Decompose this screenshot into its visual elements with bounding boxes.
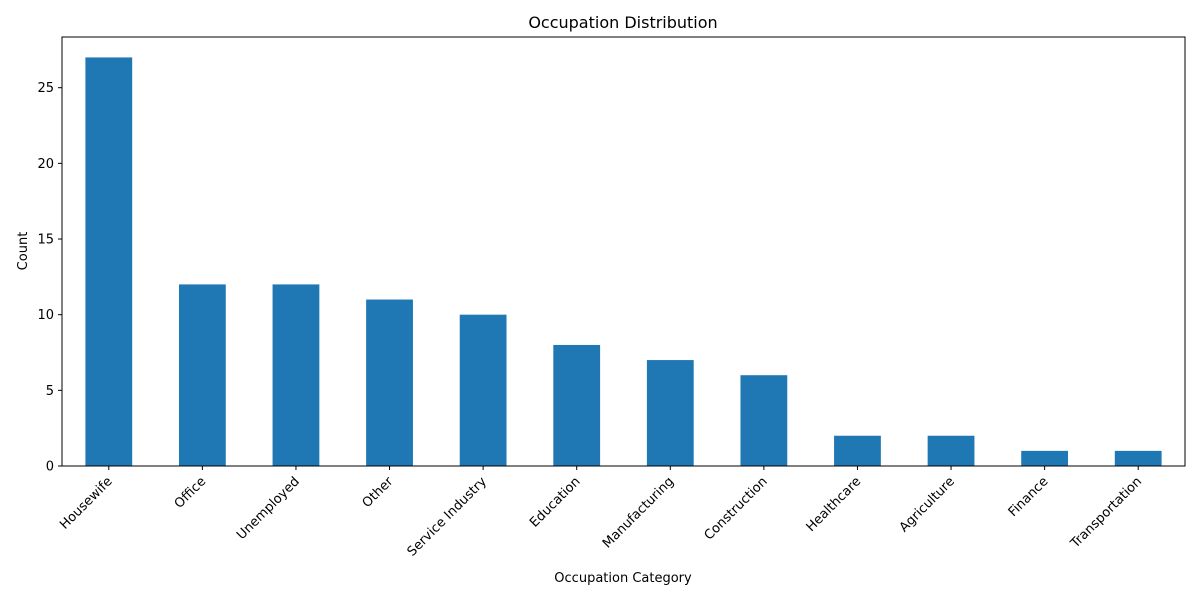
x-tick-label: Construction xyxy=(702,474,771,543)
bar-office xyxy=(178,284,226,466)
plot-frame xyxy=(61,36,1186,467)
bar-unemployed xyxy=(272,284,320,466)
bar-agriculture xyxy=(927,435,975,466)
x-tick-label: Unemployed xyxy=(234,474,303,543)
x-axis-label: Occupation Category xyxy=(554,571,692,586)
bars-group xyxy=(85,57,1162,467)
x-axis: Housewife Office Unemployed Other Service In… xyxy=(57,466,1145,560)
bar-healthcare xyxy=(834,435,881,466)
bar-education xyxy=(553,344,601,466)
y-tick-label: 5 xyxy=(46,384,54,399)
x-tick-label: Transportation xyxy=(1067,474,1145,552)
bar-manufacturing xyxy=(646,360,694,466)
x-tick-label: Housewife xyxy=(57,474,115,532)
x-tick-label: Finance xyxy=(1006,474,1052,520)
y-axis: 0 5 10 15 20 25 xyxy=(37,81,62,475)
y-tick-label: 15 xyxy=(37,233,54,248)
y-tick-label: 20 xyxy=(37,157,54,172)
y-tick-label: 25 xyxy=(37,81,54,96)
bar-other xyxy=(366,299,413,466)
bar-transportation xyxy=(1114,450,1162,466)
x-tick-label: Manufacturing xyxy=(600,474,677,551)
x-tick-label: Service Industry xyxy=(405,474,491,560)
bar-housewife xyxy=(85,57,133,467)
y-tick-label: 10 xyxy=(37,308,54,323)
bar-service-industry xyxy=(459,314,507,466)
chart-title: Occupation Distribution xyxy=(528,13,717,32)
bar-finance xyxy=(1021,450,1069,466)
x-tick-label: Other xyxy=(360,474,397,511)
x-tick-label: Agriculture xyxy=(897,474,958,535)
x-tick-label: Healthcare xyxy=(804,474,865,535)
y-tick-label: 0 xyxy=(46,460,54,475)
x-tick-label: Office xyxy=(172,474,209,511)
x-tick-label: Education xyxy=(527,474,583,530)
bar-construction xyxy=(740,375,788,466)
y-axis-label: Count xyxy=(16,232,31,271)
